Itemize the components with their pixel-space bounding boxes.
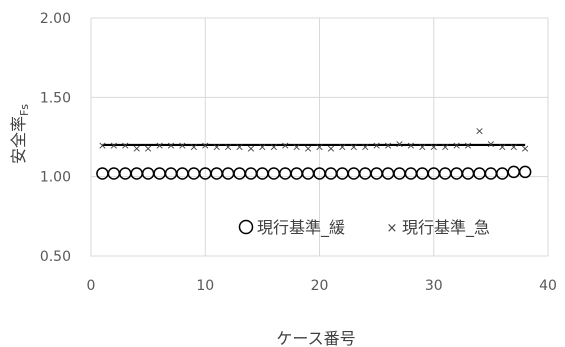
data-point-x: × [223,141,232,154]
legend-label-series-1: 現行基準_緩 [257,218,345,238]
x-tick-label: 0 [87,278,96,294]
legend-label-series-2: 現行基準_急 [402,218,490,238]
data-point-x: × [498,141,507,154]
legend-item-series-2: × 現行基準_急 [387,218,490,238]
legend: 現行基準_緩 × 現行基準_急 [238,218,490,238]
legend-marker-x: × [387,221,398,236]
x-tick-label: 30 [425,278,443,294]
data-point-x: × [212,141,221,154]
legend-item-series-1: 現行基準_緩 [238,218,345,238]
data-point-x: × [201,139,210,152]
data-point-x: × [155,139,164,152]
data-point-x: × [406,139,415,152]
data-point-x: × [246,142,255,155]
data-point-x: × [166,139,175,152]
data-point-x: × [269,141,278,154]
data-point-x: × [98,139,107,152]
x-tick-label: 10 [196,278,214,294]
data-point-x: × [144,142,153,155]
data-point-x: × [463,139,472,152]
data-point-x: × [109,139,118,152]
data-point-x: × [315,141,324,154]
data-point-x: × [326,142,335,155]
data-point-x: × [395,137,404,150]
y-axis-title-main: 安全率 [9,116,28,164]
data-point-x: × [132,142,141,155]
legend-marker-circle [238,219,254,235]
data-point-x: × [441,141,450,154]
y-tick-label: 0.50 [40,249,71,265]
data-point-x: × [235,141,244,154]
x-axis-title: ケース番号 [276,329,355,347]
x-tick-label: 40 [539,278,557,294]
data-point-x: × [418,141,427,154]
data-point-x: × [475,125,484,138]
data-point-x: × [509,141,518,154]
data-point-x: × [178,139,187,152]
data-point-x: × [521,142,530,155]
tick-labels: 0.50 1.00 1.50 2.00 0 10 20 30 40 [40,11,557,294]
data-point-x: × [292,141,301,154]
data-point-x: × [338,141,347,154]
data-point-x: × [486,137,495,150]
data-point-x: × [349,141,358,154]
y-axis-title-subscript: Fs [18,104,31,116]
y-axis-title-group: 安全率Fs [9,104,31,164]
data-point-x: × [372,139,381,152]
y-tick-label: 2.00 [40,11,71,27]
y-axis-title: 安全率Fs [9,104,31,164]
data-point-x: × [452,139,461,152]
data-point-circle [518,165,532,179]
data-point-x: × [361,141,370,154]
data-point-x: × [189,141,198,154]
y-tick-label: 1.00 [40,170,71,186]
series-1 [96,165,532,180]
data-point-x: × [383,139,392,152]
data-point-x: × [121,139,130,152]
data-point-x: × [258,141,267,154]
data-point-x: × [429,141,438,154]
data-point-x: × [303,142,312,155]
data-point-x: × [281,139,290,152]
series-2: × × × × × × × × × × × × × × × × × × × × × × × × × × × × × × × × ××× × × × [98,125,530,155]
series-layer: × × × × × × × × × × × × × × × × × × × × × × × × × × × × × × × × ××× × × × [96,125,532,180]
plot-area-border [90,17,549,257]
y-tick-label: 1.50 [40,90,71,106]
x-tick-label: 20 [311,278,329,294]
